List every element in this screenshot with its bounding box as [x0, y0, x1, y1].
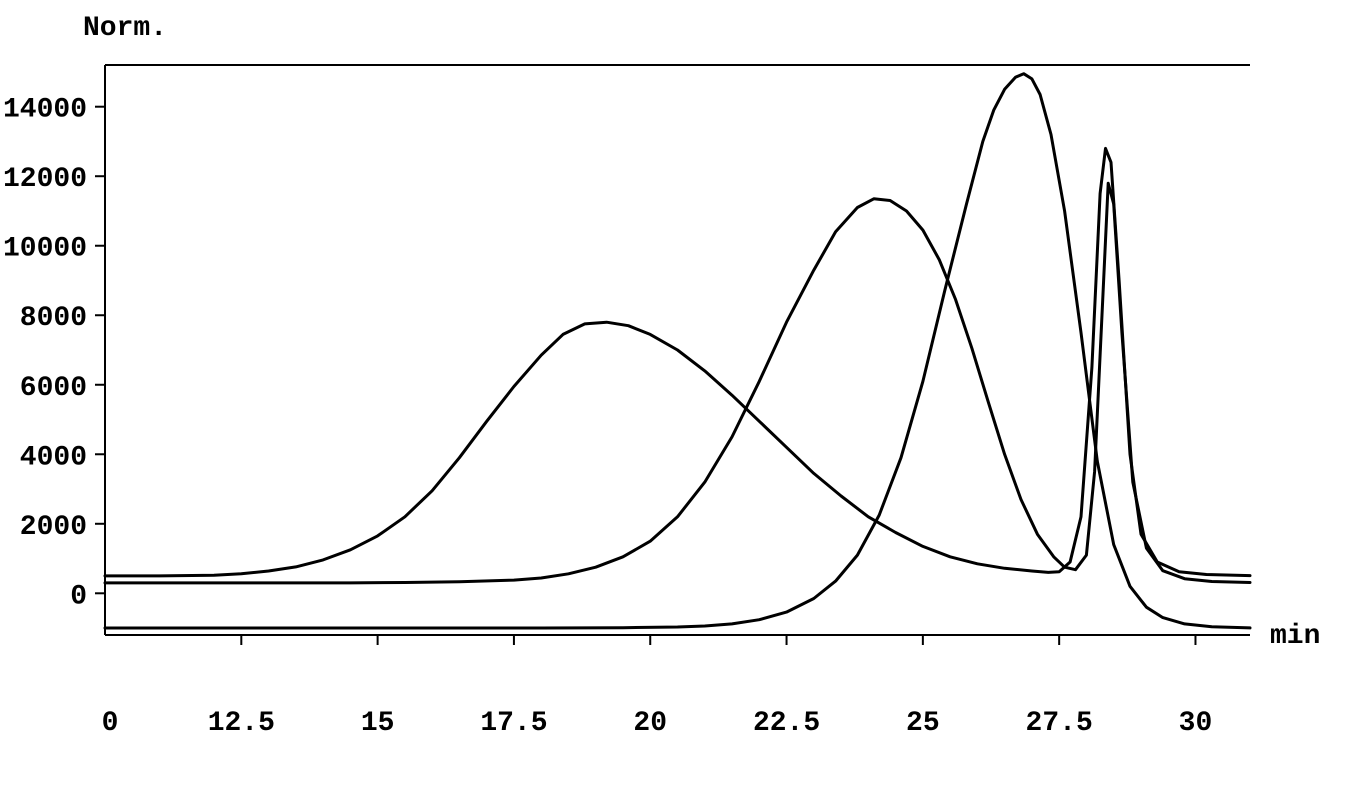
- x-tick-label: 15: [361, 708, 395, 739]
- x-tick-label: 25: [906, 708, 940, 739]
- chromatogram-chart: 0 2000 4000 6000 8000 10000 12000 14000 0 12.5 15 1…: [0, 0, 1348, 788]
- x-tick-label: 0: [102, 708, 119, 739]
- y-tick-label: 8000: [20, 303, 87, 334]
- y-tick-label: 10000: [3, 234, 87, 265]
- x-axis-label: min: [1270, 621, 1320, 652]
- series-curve-a: [105, 148, 1250, 576]
- y-tick-label: 14000: [3, 95, 87, 126]
- y-tick-label: 2000: [20, 512, 87, 543]
- x-tick-label: 27.5: [1026, 708, 1093, 739]
- x-tick-label: 12.5: [208, 708, 275, 739]
- x-tick-label: 17.5: [480, 708, 547, 739]
- y-tick-label: 4000: [20, 442, 87, 473]
- y-axis-label: Norm.: [83, 13, 167, 44]
- y-tick-label: 0: [70, 581, 87, 612]
- x-tick-label: 30: [1179, 708, 1213, 739]
- y-tick-label: 6000: [20, 373, 87, 404]
- x-tick-label: 22.5: [753, 708, 820, 739]
- chart-svg: 0 2000 4000 6000 8000 10000 12000 14000 0 12.5 15 1…: [0, 0, 1348, 788]
- x-tick-label: 20: [633, 708, 667, 739]
- y-tick-label: 12000: [3, 164, 87, 195]
